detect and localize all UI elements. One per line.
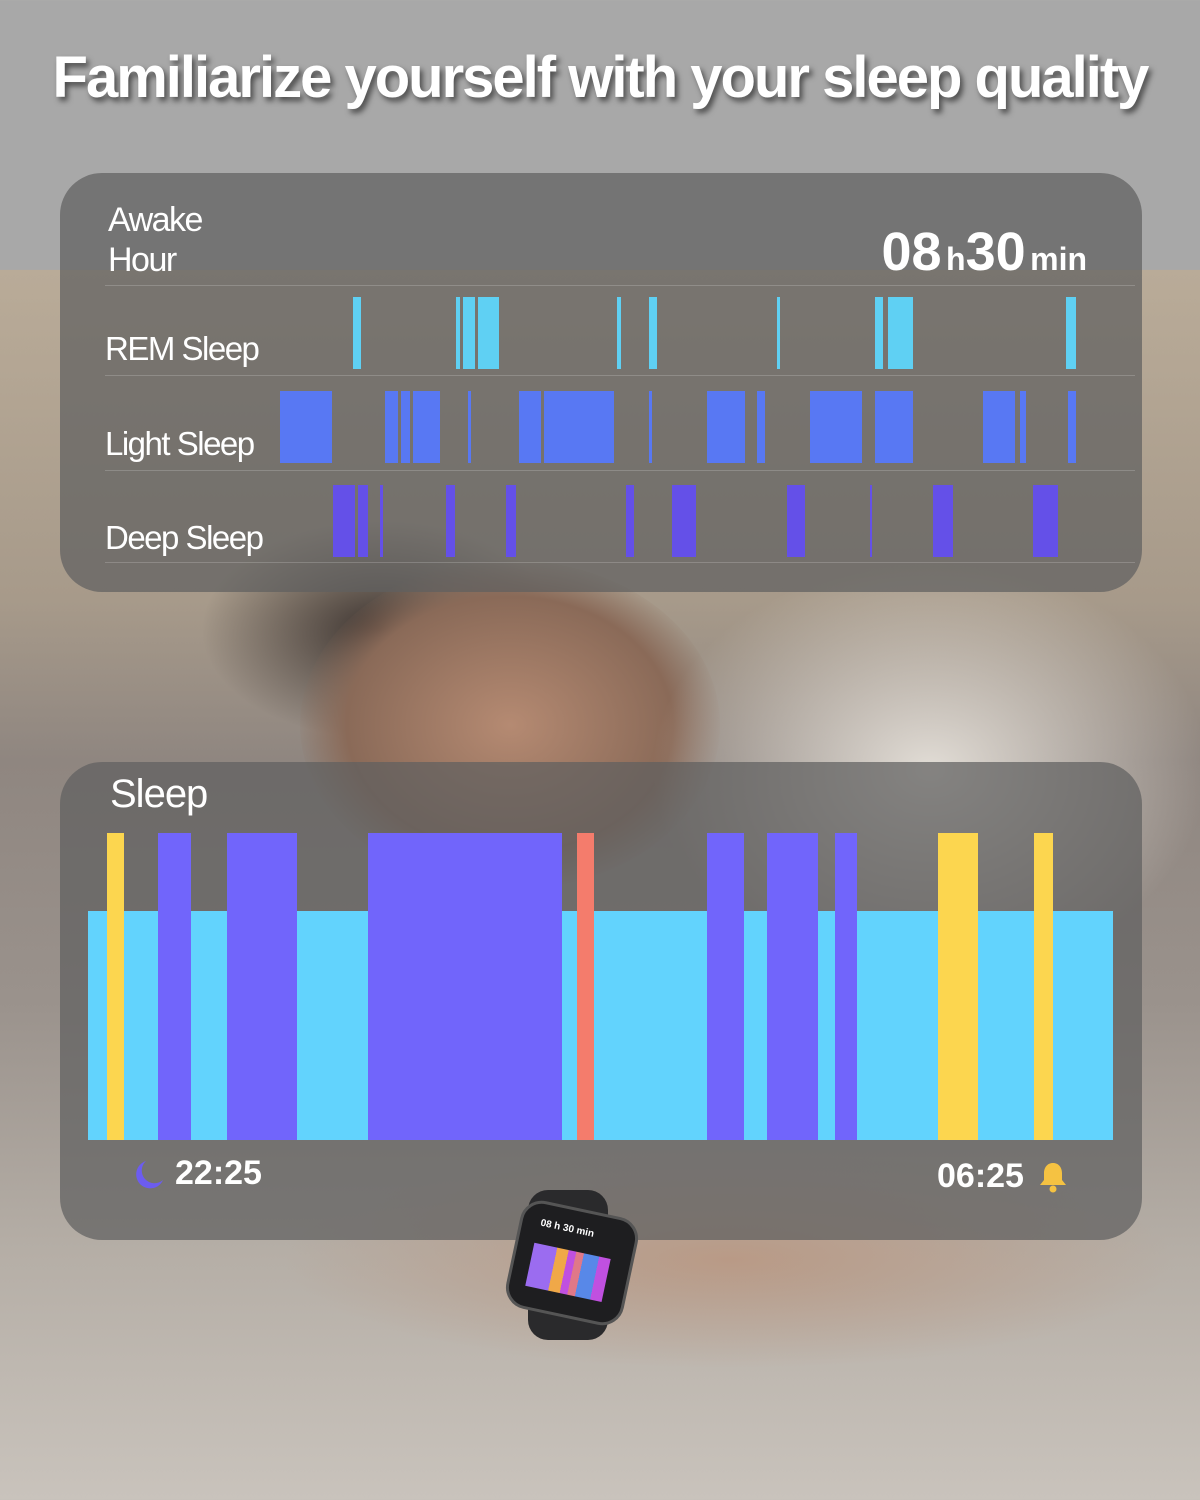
headline: Familiarize yourself with your sleep qua… (52, 45, 1150, 110)
stage-bar-rem-sleep (617, 297, 621, 369)
stage-bar-deep-sleep (870, 485, 873, 557)
sleep-bar-deep (367, 833, 563, 1140)
sleep-bar-deep (707, 833, 744, 1140)
sleep-bar-awake (107, 833, 125, 1140)
divider (105, 375, 1135, 376)
stage-bar-rem-sleep (456, 297, 460, 369)
sleep-bar-deep (767, 833, 819, 1140)
sleep-bar-awake (1033, 833, 1054, 1140)
stage-bar-light-sleep (413, 391, 440, 463)
light-sleep-label: Light Sleep (105, 425, 255, 462)
stage-bar-rem-sleep (353, 297, 362, 369)
stage-bar-light-sleep (1019, 391, 1027, 463)
divider (105, 562, 1135, 563)
stage-bar-deep-sleep (446, 485, 455, 557)
divider (105, 470, 1135, 471)
stage-bar-light-sleep (649, 391, 653, 463)
sleep-stages-panel: Awake Hour 08 h30 min REM Sleep Light Sl… (60, 173, 1142, 592)
stage-bar-rem-sleep (777, 297, 781, 369)
stage-bar-light-sleep (519, 391, 541, 463)
stage-bar-light-sleep (401, 391, 410, 463)
stage-bar-light-sleep (544, 391, 615, 463)
sleep-chart-panel: Sleep 22:25 06:25 (60, 762, 1142, 1240)
watch-duration: 08 h 30 min (539, 1217, 596, 1240)
wake-time: 06:25 (937, 1157, 1024, 1195)
sleep-title: Sleep (110, 772, 208, 816)
sleep-bar-deep (158, 833, 191, 1140)
stage-bar-deep-sleep (358, 485, 369, 557)
awake-label: Awake (108, 201, 203, 239)
sleep-bar-awake (937, 833, 979, 1140)
stage-bar-deep-sleep (506, 485, 517, 557)
stage-bar-light-sleep (467, 391, 472, 463)
stage-bar-deep-sleep (625, 485, 635, 557)
stage-bar-rem-sleep (462, 297, 475, 369)
stage-bar-deep-sleep (933, 485, 954, 557)
rem-sleep-label: REM Sleep (105, 330, 260, 367)
stage-bar-rem-sleep (888, 297, 914, 369)
deep-sleep-label: Deep Sleep (105, 519, 264, 556)
stage-bar-rem-sleep (875, 297, 884, 369)
sleep-bar-rem (577, 833, 595, 1140)
stage-bar-light-sleep (280, 391, 332, 463)
sleep-bar-deep (226, 833, 298, 1140)
divider (105, 285, 1135, 286)
sleep-bar-deep (835, 833, 857, 1140)
stage-bar-light-sleep (1068, 391, 1077, 463)
sleep-duration: 08 h30 min (881, 222, 1088, 282)
stage-bar-light-sleep (810, 391, 862, 463)
stage-bar-deep-sleep (787, 485, 806, 557)
stage-bar-light-sleep (757, 391, 766, 463)
moon-icon (136, 1161, 163, 1189)
bell-icon (1040, 1163, 1066, 1193)
stage-bar-deep-sleep (379, 485, 384, 557)
smartwatch: 08 h 30 min (501, 1190, 643, 1340)
stage-bar-light-sleep (384, 391, 399, 463)
stage-bar-rem-sleep (1066, 297, 1077, 369)
watch-sleep-chart (525, 1242, 611, 1302)
stage-bar-deep-sleep (672, 485, 696, 557)
stage-bar-rem-sleep (649, 297, 658, 369)
hour-label: Hour (108, 241, 177, 279)
sleep-start-time: 22:25 (175, 1154, 262, 1192)
stage-bar-deep-sleep (333, 485, 355, 557)
stage-bar-rem-sleep (477, 297, 500, 369)
stage-bar-light-sleep (983, 391, 1015, 463)
stage-bar-light-sleep (875, 391, 914, 463)
stage-bar-light-sleep (707, 391, 746, 463)
stage-bar-deep-sleep (1033, 485, 1059, 557)
